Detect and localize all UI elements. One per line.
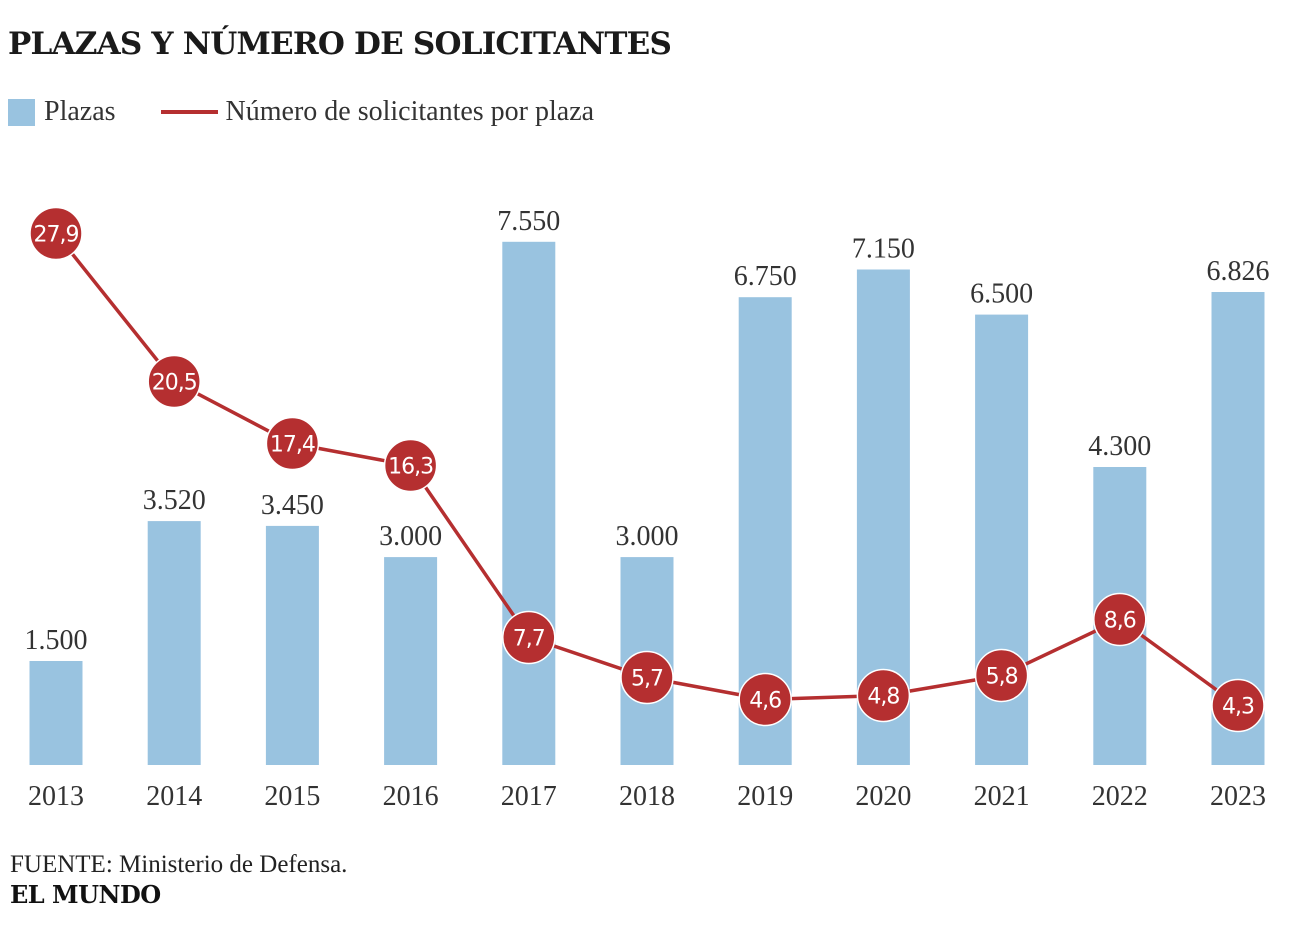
points-layer: 27,9 20,5 17,4 16,3 7,7 5,7 4,6 4,8 5,8 8,6 4,3	[29, 206, 1265, 733]
point-2023	[1211, 678, 1265, 733]
point-label-2020: 4,8	[867, 685, 899, 710]
bar-value-label-2019: 6.750	[734, 261, 797, 292]
legend-swatch-plazas	[8, 98, 35, 126]
point-2020	[856, 668, 911, 723]
point-label-2023: 4,3	[1222, 695, 1254, 720]
point-2022	[1093, 592, 1147, 647]
bar-2016	[384, 557, 438, 765]
x-tick-label-2019: 2019	[737, 781, 793, 812]
point-2014	[147, 354, 201, 409]
bar-2013	[29, 661, 83, 765]
bar-value-label-2018: 3.000	[616, 521, 679, 552]
bar-value-label-2023: 6.826	[1207, 256, 1270, 287]
brand-logo-text: EL MUNDO	[10, 880, 161, 909]
x-tick-label-2017: 2017	[501, 781, 557, 812]
bar-value-label-2015: 3.450	[261, 490, 324, 521]
point-label-2017: 7,7	[513, 627, 545, 652]
x-tick-label-2020: 2020	[855, 781, 911, 812]
x-tick-label-2018: 2018	[619, 781, 675, 812]
x-tick-label-2023: 2023	[1210, 781, 1266, 812]
bar-value-label-2020: 7.150	[852, 234, 915, 265]
x-tick-label-2014: 2014	[146, 781, 202, 812]
point-label-2016: 16,3	[388, 455, 433, 480]
point-2021	[974, 648, 1029, 703]
point-2018	[620, 650, 674, 705]
x-tick-label-2013: 2013	[28, 781, 84, 812]
bar-2017	[502, 241, 556, 766]
bar-value-label-2022: 4.300	[1088, 431, 1151, 462]
legend-label-plazas: Plazas	[44, 96, 116, 127]
x-tick-label-2021: 2021	[974, 781, 1030, 812]
point-label-2015: 17,4	[270, 433, 315, 458]
bar-value-label-2016: 3.000	[379, 521, 442, 552]
legend: Plazas Número de solicitantes por plaza	[8, 94, 594, 130]
chart-title: PLAZAS Y NÚMERO DE SOLICITANTES	[8, 26, 672, 62]
source-note: FUENTE: Ministerio de Defensa.	[10, 851, 348, 878]
point-label-2018: 5,7	[631, 667, 663, 692]
point-2017	[502, 610, 556, 665]
bars-layer	[29, 241, 1265, 766]
bar-value-label-2021: 6.500	[970, 279, 1033, 310]
bar-2015	[265, 525, 319, 765]
legend-label-solicitantes: Número de solicitantes por plaza	[225, 96, 595, 127]
point-label-2022: 8,6	[1104, 609, 1136, 634]
x-tick-label-2016: 2016	[383, 781, 439, 812]
point-2016	[383, 438, 438, 493]
point-label-2021: 5,8	[986, 665, 1018, 690]
point-2013	[29, 206, 83, 261]
bar-labels-layer: 1.500 3.520 3.450 3.000 7.550 3.000 6.750 7.150…	[25, 206, 1270, 656]
point-label-2014: 20,5	[152, 371, 197, 396]
legend-swatch-solicitantes	[160, 110, 218, 114]
point-2019	[738, 672, 792, 727]
x-tick-label-2022: 2022	[1092, 781, 1148, 812]
bar-value-label-2013: 1.500	[25, 625, 88, 656]
point-2015	[265, 416, 320, 471]
bar-2014	[147, 521, 201, 765]
bar-value-label-2014: 3.520	[143, 485, 206, 516]
x-tick-label-2015: 2015	[264, 781, 320, 812]
point-label-2019: 4,6	[749, 689, 781, 714]
point-label-2013: 27,9	[34, 223, 79, 248]
x-axis-ticks: 2013 2014 2015 2016 2017 2018 2019 2020 2021 2022…	[28, 781, 1266, 812]
bar-value-label-2017: 7.550	[497, 206, 560, 237]
